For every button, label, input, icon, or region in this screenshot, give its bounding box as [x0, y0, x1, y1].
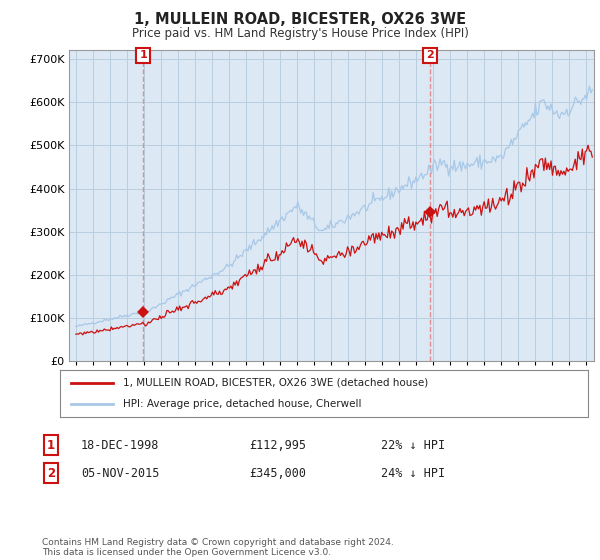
- Text: 1: 1: [47, 438, 55, 452]
- Text: 1, MULLEIN ROAD, BICESTER, OX26 3WE: 1, MULLEIN ROAD, BICESTER, OX26 3WE: [134, 12, 466, 27]
- Text: 24% ↓ HPI: 24% ↓ HPI: [381, 466, 445, 480]
- Text: 18-DEC-1998: 18-DEC-1998: [81, 438, 160, 452]
- Text: £112,995: £112,995: [249, 438, 306, 452]
- Text: Contains HM Land Registry data © Crown copyright and database right 2024.
This d: Contains HM Land Registry data © Crown c…: [42, 538, 394, 557]
- Text: Price paid vs. HM Land Registry's House Price Index (HPI): Price paid vs. HM Land Registry's House …: [131, 27, 469, 40]
- Text: 22% ↓ HPI: 22% ↓ HPI: [381, 438, 445, 452]
- Text: HPI: Average price, detached house, Cherwell: HPI: Average price, detached house, Cher…: [124, 399, 362, 409]
- Text: 05-NOV-2015: 05-NOV-2015: [81, 466, 160, 480]
- Text: £345,000: £345,000: [249, 466, 306, 480]
- Text: 2: 2: [426, 50, 434, 60]
- Text: 2: 2: [47, 466, 55, 480]
- Text: 1: 1: [139, 50, 147, 60]
- Text: 1, MULLEIN ROAD, BICESTER, OX26 3WE (detached house): 1, MULLEIN ROAD, BICESTER, OX26 3WE (det…: [124, 378, 428, 388]
